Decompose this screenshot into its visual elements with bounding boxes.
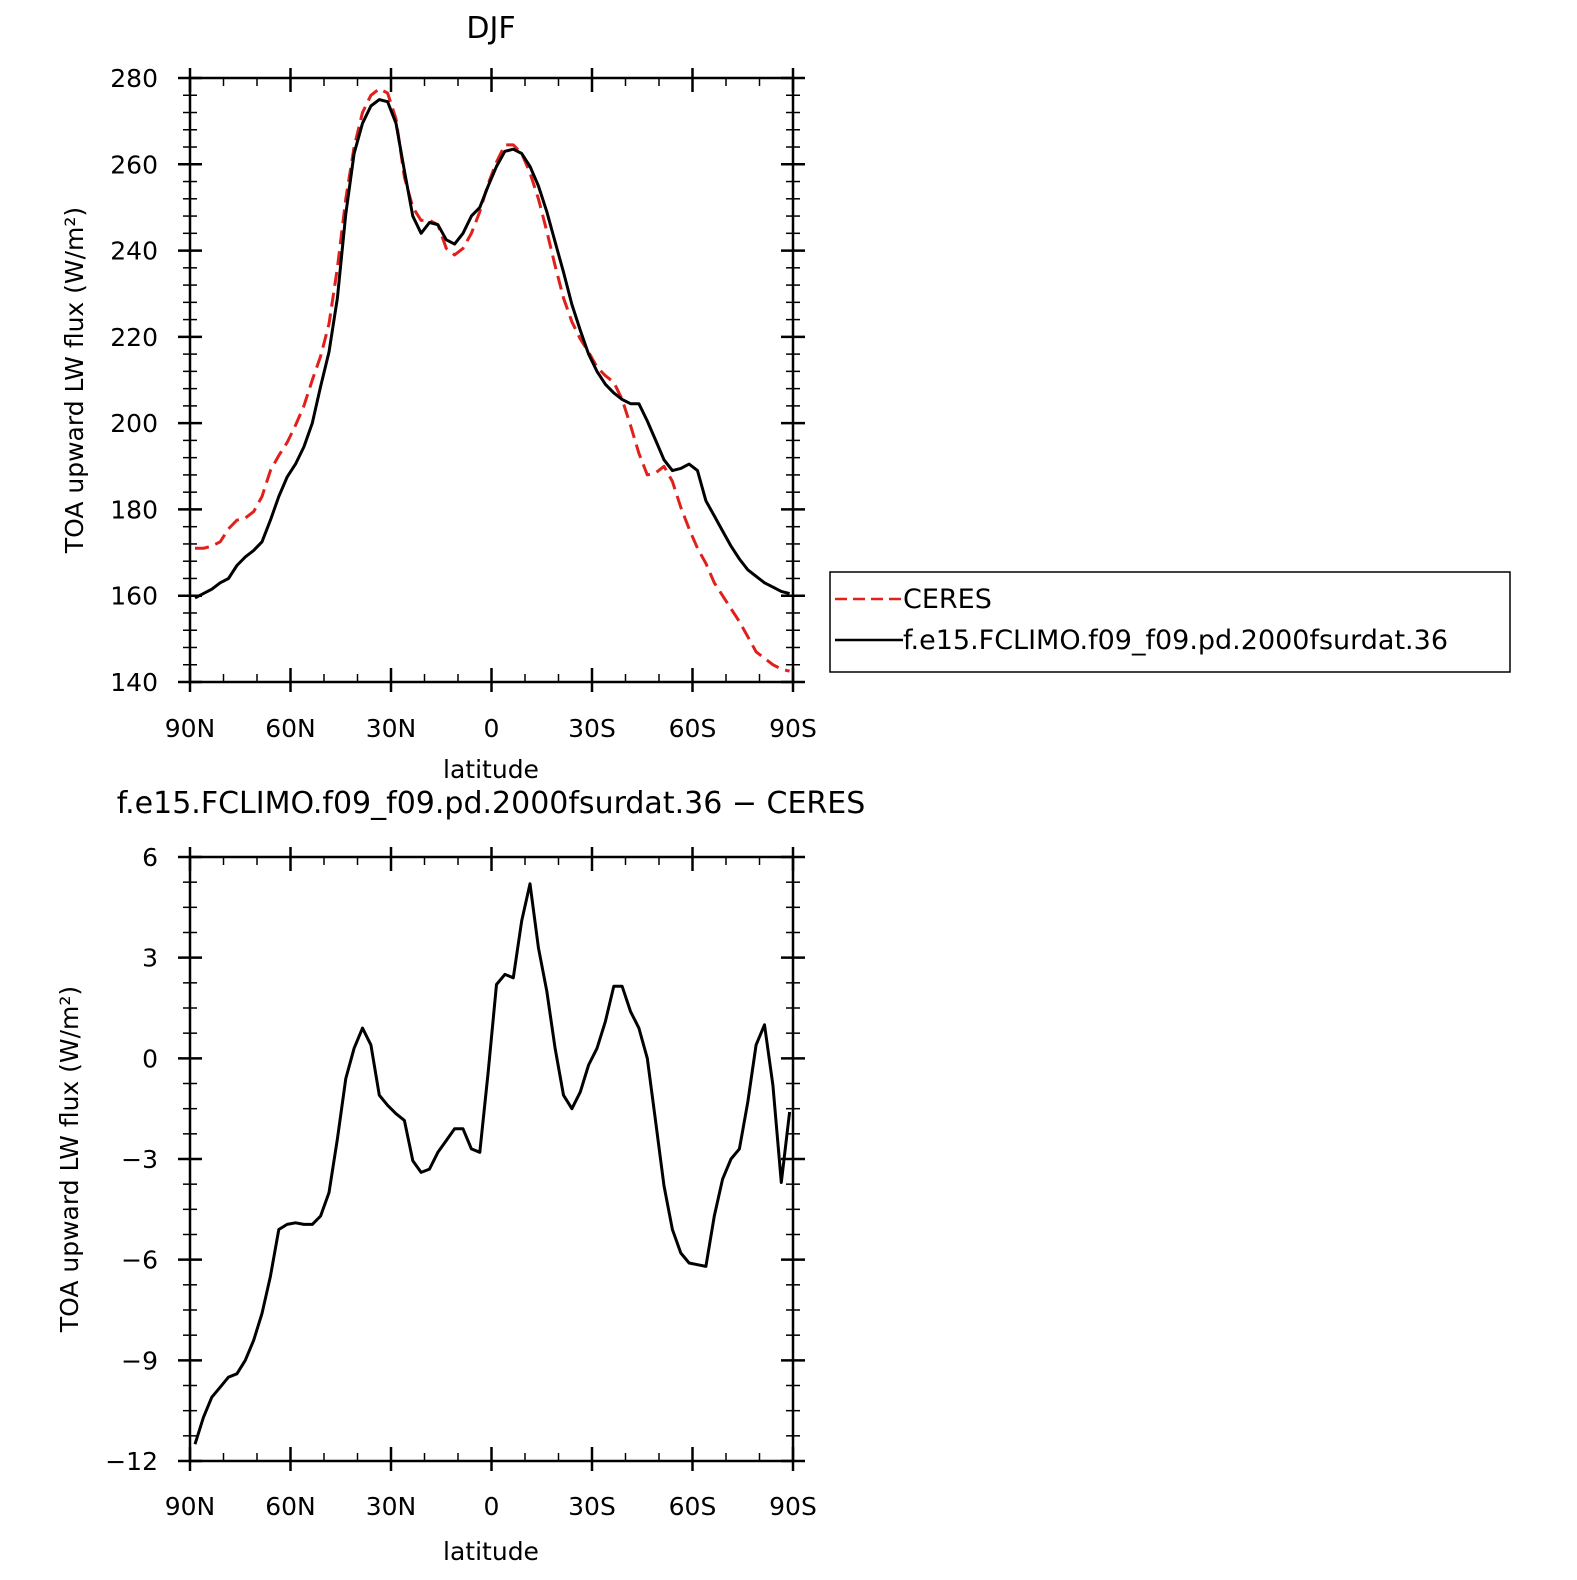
x-tick-label: 90N bbox=[165, 714, 216, 743]
top-series-lines bbox=[194, 87, 790, 673]
x-tick-label: 30S bbox=[568, 1492, 616, 1521]
y-tick-label: 240 bbox=[110, 237, 158, 266]
top-y-axis-label: TOA upward LW flux (W/m²) bbox=[60, 207, 89, 554]
y-tick-label: 180 bbox=[110, 495, 158, 524]
y-tick-label: 160 bbox=[110, 582, 158, 611]
y-tick-label: −6 bbox=[121, 1246, 158, 1275]
bottom-plot-frame bbox=[188, 855, 795, 1463]
y-tick-label: −12 bbox=[105, 1447, 158, 1476]
x-tick-label: 0 bbox=[484, 714, 500, 743]
legend-box bbox=[829, 571, 1511, 673]
series-line-1 bbox=[194, 98, 790, 600]
x-tick-label: 30N bbox=[366, 714, 417, 743]
bottom-ticks: 90N 60N 30N 0 30S 60S 90S −12 −9 −6 −3 0 3 6 bbox=[105, 843, 817, 1521]
top-chart-title: DJF bbox=[466, 11, 515, 46]
x-tick-label: 90S bbox=[769, 1492, 817, 1521]
x-tick-label: 30S bbox=[568, 714, 616, 743]
y-tick-label: 0 bbox=[142, 1044, 158, 1073]
y-tick-label: −9 bbox=[121, 1346, 158, 1375]
y-tick-label: 260 bbox=[110, 150, 158, 179]
x-tick-label: 90N bbox=[165, 1492, 216, 1521]
x-tick-label: 90S bbox=[769, 714, 817, 743]
x-tick-label: 0 bbox=[484, 1492, 500, 1521]
top-panel: DJF 90N 60N 30N 0 30S 60S 90S 140 160 180 200 220 24… bbox=[60, 11, 1511, 784]
top-plot-frame bbox=[188, 76, 795, 684]
top-x-axis-label: latitude bbox=[443, 755, 539, 784]
legend: CERES f.e15.FCLIMO.f09_f09.pd.2000fsurda… bbox=[829, 571, 1511, 673]
bottom-series-lines bbox=[193, 882, 792, 1445]
y-tick-label: 3 bbox=[142, 944, 158, 973]
x-tick-label: 60S bbox=[669, 714, 717, 743]
x-tick-label: 30N bbox=[366, 1492, 417, 1521]
x-tick-label: 60N bbox=[265, 1492, 316, 1521]
x-tick-label: 60S bbox=[669, 1492, 717, 1521]
top-ticks: 90N 60N 30N 0 30S 60S 90S 140 160 180 200 220 240 260… bbox=[110, 64, 817, 743]
y-tick-label: 220 bbox=[110, 323, 158, 352]
y-tick-label: 200 bbox=[110, 409, 158, 438]
x-tick-label: 60N bbox=[265, 714, 316, 743]
y-tick-label: −3 bbox=[121, 1145, 158, 1174]
y-tick-label: 140 bbox=[110, 668, 158, 697]
y-tick-label: 280 bbox=[110, 64, 158, 93]
series-line-0 bbox=[193, 882, 792, 1445]
bottom-chart-title: f.e15.FCLIMO.f09_f09.pd.2000fsurdat.36 −… bbox=[117, 786, 866, 821]
bottom-panel: f.e15.FCLIMO.f09_f09.pd.2000fsurdat.36 −… bbox=[55, 786, 865, 1566]
legend-label-ceres: CERES bbox=[903, 584, 992, 615]
bottom-y-axis-label: TOA upward LW flux (W/m²) bbox=[55, 986, 84, 1333]
y-tick-label: 6 bbox=[142, 843, 158, 872]
bottom-x-axis-label: latitude bbox=[443, 1537, 539, 1566]
legend-label-model: f.e15.FCLIMO.f09_f09.pd.2000fsurdat.36 bbox=[903, 625, 1448, 656]
